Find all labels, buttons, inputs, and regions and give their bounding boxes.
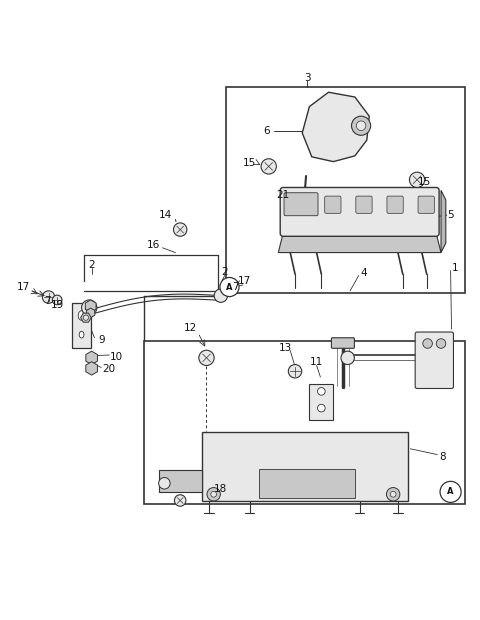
- Circle shape: [440, 481, 461, 502]
- Text: 21: 21: [276, 190, 290, 200]
- Polygon shape: [86, 308, 95, 317]
- FancyBboxPatch shape: [331, 338, 354, 348]
- FancyBboxPatch shape: [294, 196, 310, 213]
- Circle shape: [158, 477, 170, 489]
- Polygon shape: [302, 92, 369, 162]
- Polygon shape: [278, 233, 441, 252]
- Circle shape: [390, 492, 396, 497]
- Bar: [226, 87, 465, 293]
- Bar: [202, 432, 408, 502]
- Circle shape: [409, 172, 425, 187]
- Circle shape: [174, 495, 186, 507]
- Bar: [144, 341, 465, 504]
- Polygon shape: [81, 313, 91, 322]
- Text: 10: 10: [110, 352, 123, 362]
- Text: 2: 2: [221, 267, 228, 277]
- Text: 15: 15: [243, 158, 256, 168]
- Circle shape: [85, 304, 93, 311]
- Circle shape: [42, 291, 55, 303]
- Text: 17: 17: [17, 282, 30, 292]
- Circle shape: [173, 223, 187, 236]
- Ellipse shape: [78, 311, 85, 321]
- Bar: [72, 303, 91, 348]
- Text: 12: 12: [183, 323, 197, 333]
- Circle shape: [318, 404, 325, 412]
- Circle shape: [423, 339, 432, 348]
- Text: A: A: [226, 283, 233, 291]
- Bar: [158, 471, 202, 492]
- Text: 14: 14: [159, 210, 172, 220]
- Circle shape: [83, 315, 88, 321]
- Polygon shape: [86, 351, 97, 365]
- FancyBboxPatch shape: [324, 196, 341, 213]
- Circle shape: [386, 487, 400, 501]
- Ellipse shape: [79, 331, 84, 338]
- Bar: [310, 384, 333, 420]
- Polygon shape: [86, 361, 97, 375]
- Circle shape: [199, 350, 214, 366]
- FancyBboxPatch shape: [284, 193, 318, 216]
- Circle shape: [214, 289, 228, 303]
- Text: 16: 16: [147, 241, 160, 250]
- Text: A: A: [447, 487, 454, 497]
- Text: 18: 18: [214, 484, 228, 495]
- Circle shape: [211, 492, 216, 497]
- Circle shape: [351, 116, 371, 135]
- Text: 9: 9: [98, 335, 105, 345]
- Circle shape: [261, 159, 276, 174]
- Circle shape: [52, 295, 62, 305]
- Text: 5: 5: [447, 210, 454, 220]
- FancyBboxPatch shape: [280, 187, 439, 236]
- Circle shape: [356, 121, 366, 131]
- Circle shape: [318, 388, 325, 395]
- Text: 7: 7: [232, 282, 239, 292]
- Circle shape: [341, 351, 354, 365]
- Text: 2: 2: [88, 260, 95, 270]
- Text: 11: 11: [310, 356, 323, 366]
- Text: 13: 13: [279, 343, 292, 353]
- Text: 3: 3: [304, 73, 310, 83]
- Circle shape: [220, 278, 239, 296]
- Text: 17: 17: [238, 277, 252, 286]
- Text: 7: 7: [44, 296, 50, 306]
- Text: 15: 15: [418, 177, 431, 187]
- FancyBboxPatch shape: [418, 196, 434, 213]
- Text: 19: 19: [50, 300, 64, 310]
- Text: 1: 1: [452, 263, 459, 273]
- FancyBboxPatch shape: [356, 196, 372, 213]
- Text: 6: 6: [263, 125, 270, 136]
- Polygon shape: [85, 300, 96, 312]
- FancyBboxPatch shape: [415, 332, 454, 389]
- Text: 8: 8: [440, 453, 446, 463]
- FancyBboxPatch shape: [387, 196, 403, 213]
- Circle shape: [207, 487, 220, 501]
- Circle shape: [288, 365, 302, 378]
- Text: 4: 4: [360, 268, 367, 278]
- Bar: [259, 469, 355, 498]
- Text: 20: 20: [102, 365, 115, 374]
- Circle shape: [82, 300, 97, 315]
- Polygon shape: [441, 190, 446, 252]
- Circle shape: [436, 339, 446, 348]
